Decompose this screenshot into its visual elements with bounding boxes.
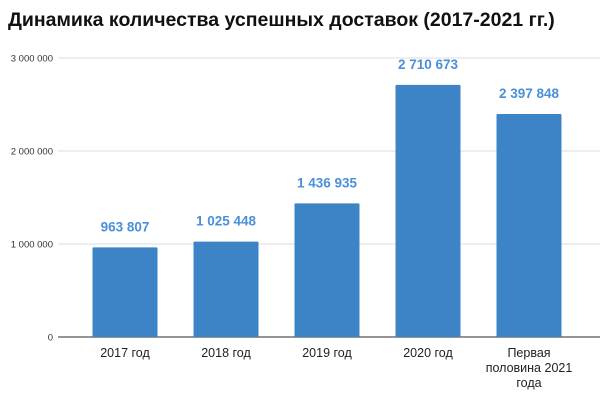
chart-title: Динамика количества успешных доставок (2… [8, 9, 555, 31]
x-tick-label: 2017 год [100, 346, 150, 360]
bar [193, 241, 259, 337]
data-label: 2 710 673 [398, 57, 459, 72]
data-label: 1 025 448 [196, 214, 257, 229]
x-tick-label: 2019 год [302, 346, 352, 360]
x-tick-label: 2020 год [403, 346, 453, 360]
bar [294, 203, 360, 337]
y-tick-label: 1 000 000 [11, 240, 53, 251]
data-label: 2 397 848 [499, 86, 560, 101]
y-tick-label: 0 [48, 333, 53, 344]
x-tick-label: года [516, 376, 541, 390]
data-label: 1 436 935 [297, 175, 358, 190]
bar [395, 84, 461, 337]
y-tick-label: 3 000 000 [11, 54, 53, 65]
bar [496, 114, 562, 337]
x-tick-label: половина 2021 [486, 361, 573, 375]
y-tick-label: 2 000 000 [11, 147, 53, 158]
data-label: 963 807 [101, 219, 150, 234]
x-tick-label: Первая [507, 346, 550, 360]
bar [92, 247, 158, 337]
x-tick-label: 2018 год [201, 346, 251, 360]
